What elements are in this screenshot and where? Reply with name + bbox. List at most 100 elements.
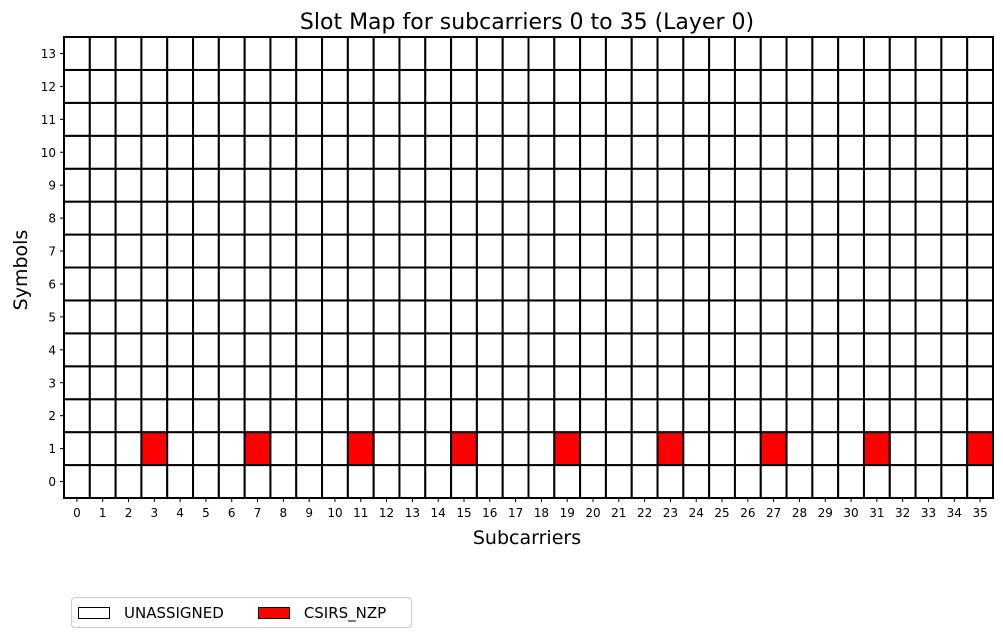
cell-sc6-sym12: [217, 68, 246, 104]
y-tick-label: 5: [48, 310, 56, 324]
cell-sc15-sym7: [450, 233, 478, 269]
cell-sc26-sym9: [733, 167, 762, 203]
cell-sc15-sym8: [450, 200, 478, 236]
cell-sc9-sym5: [295, 299, 324, 335]
cell-sc21-sym11: [604, 101, 633, 137]
cell-sc8-sym12: [269, 68, 298, 104]
cell-sc29-sym10: [811, 134, 840, 170]
cell-sc33-sym2: [914, 398, 943, 434]
cell-sc29-sym3: [811, 365, 840, 401]
x-tick-label: 1: [99, 506, 107, 520]
cell-sc34-sym0: [940, 464, 969, 500]
cell-sc20-sym4: [579, 332, 607, 368]
cell-sc1-sym10: [88, 134, 117, 170]
x-tick-label: 5: [202, 506, 210, 520]
cell-sc23-sym3: [656, 365, 685, 401]
cell-sc2-sym7: [114, 233, 143, 269]
cell-sc32-sym12: [888, 68, 917, 104]
cell-sc29-sym0: [811, 464, 840, 500]
cell-sc0-sym11: [63, 101, 91, 137]
cell-sc14-sym11: [424, 101, 453, 137]
cell-sc14-sym3: [424, 365, 453, 401]
cell-sc18-sym5: [527, 299, 556, 335]
cell-sc33-sym1: [914, 431, 943, 467]
cell-sc19-sym11: [553, 101, 582, 137]
cell-sc4-sym6: [166, 266, 195, 302]
cell-sc27-sym5: [759, 299, 788, 335]
cell-sc24-sym13: [682, 36, 711, 71]
cell-sc13-sym1: [398, 431, 427, 467]
cell-sc5-sym1: [192, 431, 220, 467]
y-tick-label: 7: [48, 245, 56, 259]
x-tick-label: 13: [405, 506, 420, 520]
cell-sc7-sym12: [243, 68, 272, 104]
cell-sc26-sym1: [733, 431, 762, 467]
cell-sc35-sym0: [966, 464, 995, 500]
cell-sc24-sym9: [682, 167, 711, 203]
cell-sc0-sym9: [63, 167, 91, 203]
y-tick-label: 3: [48, 376, 56, 390]
x-tick-label: 21: [611, 506, 626, 520]
cell-sc0-sym8: [63, 200, 91, 236]
x-tick-label: 31: [869, 506, 884, 520]
cell-sc10-sym5: [321, 299, 349, 335]
cell-sc28-sym13: [785, 36, 814, 71]
cell-sc29-sym9: [811, 167, 840, 203]
cell-sc12-sym1: [372, 431, 401, 467]
cell-sc35-sym4: [966, 332, 995, 368]
cell-sc14-sym10: [424, 134, 453, 170]
cell-sc22-sym1: [630, 431, 659, 467]
cell-sc11-sym9: [346, 167, 375, 203]
cell-sc9-sym13: [295, 36, 324, 71]
cell-sc17-sym1: [501, 431, 530, 467]
cell-sc6-sym13: [217, 36, 246, 71]
cell-sc20-sym8: [579, 200, 607, 236]
cell-sc4-sym3: [166, 365, 195, 401]
cell-sc19-sym8: [553, 200, 582, 236]
cell-sc35-sym5: [966, 299, 995, 335]
cell-sc12-sym11: [372, 101, 401, 137]
cell-sc12-sym3: [372, 365, 401, 401]
x-tick-label: 34: [947, 506, 962, 520]
cell-sc14-sym6: [424, 266, 453, 302]
cell-sc20-sym5: [579, 299, 607, 335]
cell-sc30-sym11: [837, 101, 865, 137]
cell-sc8-sym13: [269, 36, 298, 71]
cell-sc22-sym7: [630, 233, 659, 269]
x-tick-label: 32: [895, 506, 910, 520]
cell-sc15-sym1: [450, 431, 478, 467]
cell-sc11-sym10: [346, 134, 375, 170]
cells-layer: [63, 36, 995, 500]
cell-sc31-sym8: [862, 200, 891, 236]
cell-sc32-sym8: [888, 200, 917, 236]
cell-sc19-sym12: [553, 68, 582, 104]
cell-sc21-sym1: [604, 431, 633, 467]
x-tick-label: 17: [508, 506, 523, 520]
cell-sc22-sym2: [630, 398, 659, 434]
cell-sc32-sym10: [888, 134, 917, 170]
cell-sc35-sym13: [966, 36, 995, 71]
cell-sc29-sym5: [811, 299, 840, 335]
cell-sc10-sym7: [321, 233, 349, 269]
cell-sc18-sym11: [527, 101, 556, 137]
cell-sc31-sym12: [862, 68, 891, 104]
cell-sc30-sym0: [837, 464, 865, 500]
cell-sc22-sym3: [630, 365, 659, 401]
cell-sc24-sym1: [682, 431, 711, 467]
cell-sc13-sym3: [398, 365, 427, 401]
cell-sc14-sym4: [424, 332, 453, 368]
cell-sc28-sym4: [785, 332, 814, 368]
cell-sc13-sym0: [398, 464, 427, 500]
cell-sc3-sym5: [140, 299, 169, 335]
cell-sc2-sym1: [114, 431, 143, 467]
cell-sc14-sym5: [424, 299, 453, 335]
cell-sc14-sym9: [424, 167, 453, 203]
cell-sc25-sym4: [708, 332, 736, 368]
cell-sc28-sym5: [785, 299, 814, 335]
cell-sc21-sym4: [604, 332, 633, 368]
cell-sc26-sym11: [733, 101, 762, 137]
cell-sc34-sym10: [940, 134, 969, 170]
cell-sc17-sym12: [501, 68, 530, 104]
cell-sc7-sym3: [243, 365, 272, 401]
cell-sc13-sym12: [398, 68, 427, 104]
